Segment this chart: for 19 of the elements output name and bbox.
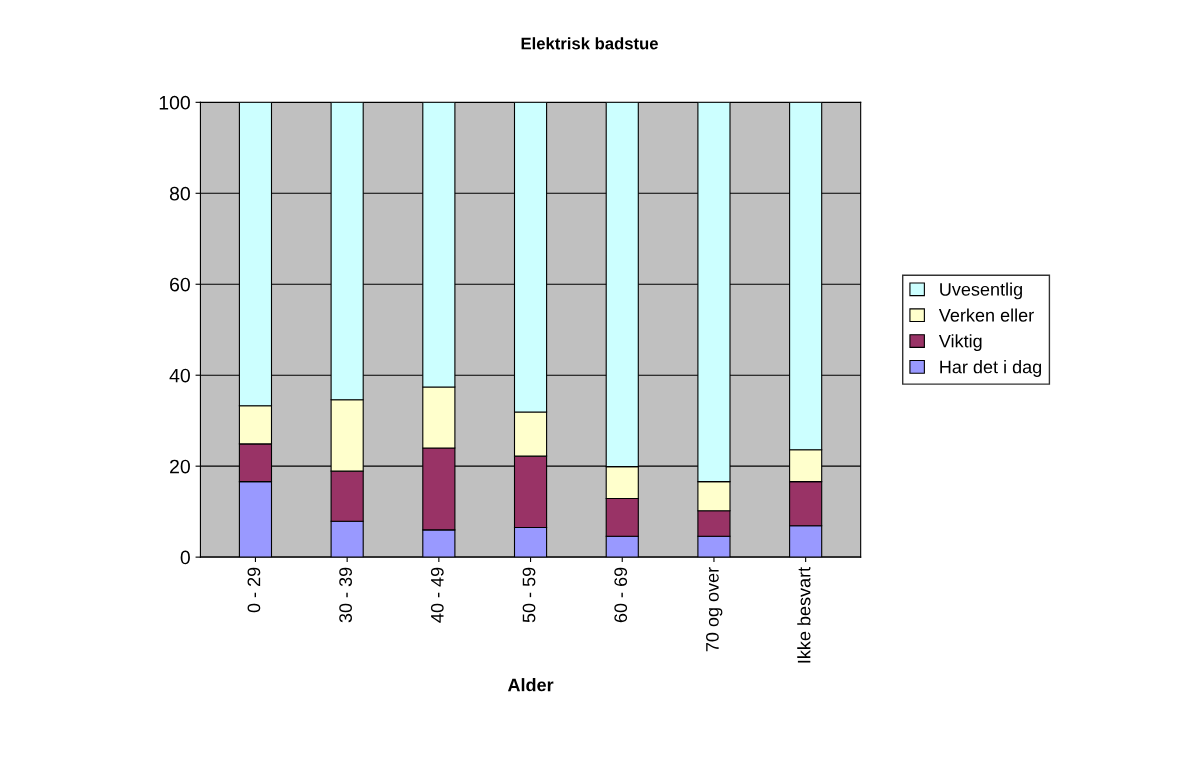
x-tick-label: 60 - 69 xyxy=(614,567,628,623)
x-tick-label: 70 og over xyxy=(706,567,723,652)
legend-label: Har det i dag xyxy=(940,360,1042,377)
chart-title: Elektrisk badstue xyxy=(521,37,658,50)
legend-label: Uvesentlig xyxy=(940,282,1022,300)
y-tick-label: 100 xyxy=(159,95,190,110)
y-tick-label: 40 xyxy=(169,368,190,383)
x-tick-label: 30 - 39 xyxy=(339,567,352,623)
legend-label: Verken eller xyxy=(938,308,1034,322)
y-tick-label: 20 xyxy=(170,459,190,474)
x-tick-label: 0 - 29 xyxy=(247,567,261,613)
x-tick-label: 40 - 49 xyxy=(430,567,444,623)
legend-label: Viktig xyxy=(938,334,982,352)
x-tick-label: Ikke besvart xyxy=(797,566,811,663)
x-tick-label: 50 - 59 xyxy=(522,567,536,623)
y-tick-label: 60 xyxy=(170,277,190,292)
y-tick-label: 80 xyxy=(169,186,190,201)
y-tick-label: 0 xyxy=(180,550,190,565)
x-axis-title: Alder xyxy=(507,678,554,692)
